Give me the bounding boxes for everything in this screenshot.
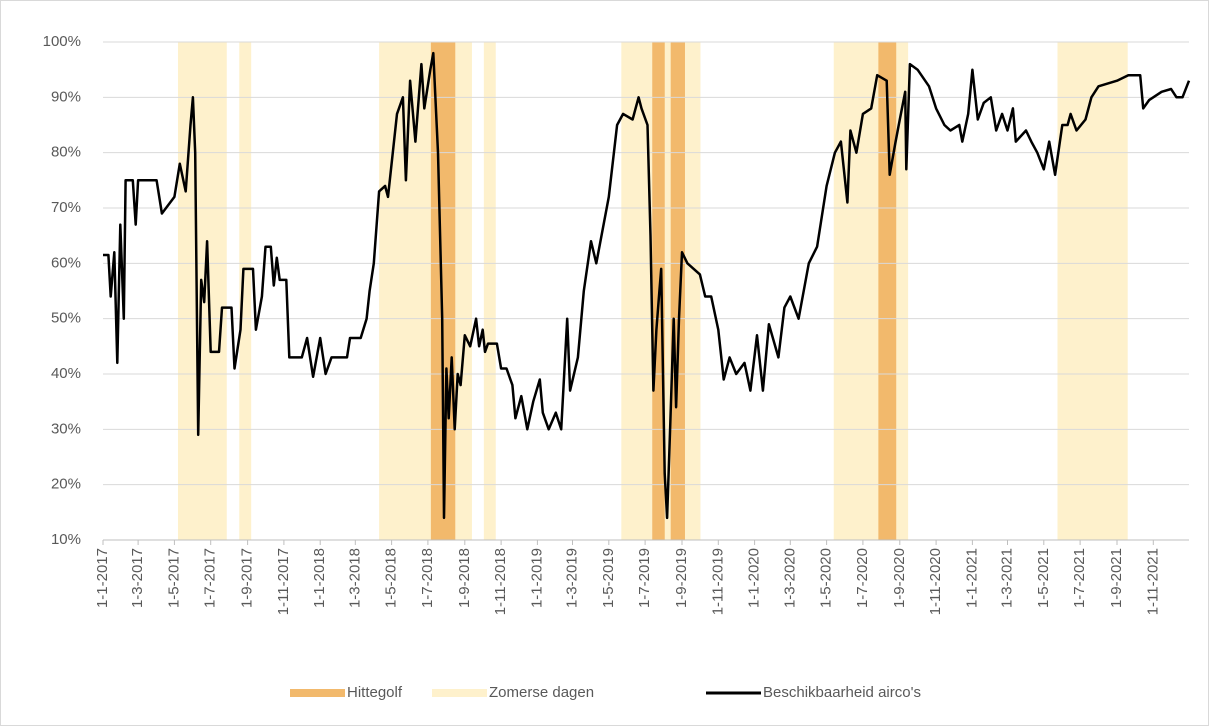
x-tick-label: 1-7-2020 (854, 548, 871, 608)
x-tick-label: 1-7-2019 (636, 548, 653, 608)
x-tick-label: 1-7-2017 (202, 548, 219, 608)
x-tick-label: 1-1-2020 (746, 548, 763, 608)
x-tick-label: 1-11-2020 (927, 548, 944, 615)
x-tick-label: 1-5-2019 (600, 548, 617, 608)
period-band (1057, 42, 1128, 540)
x-tick-label: 1-11-2017 (275, 548, 292, 615)
x-tick-label: 1-9-2021 (1108, 548, 1125, 608)
x-tick-label: 1-1-2019 (528, 548, 545, 608)
x-tick-label: 1-9-2019 (673, 548, 690, 608)
period-band (379, 42, 472, 540)
y-tick-label: 100% (43, 33, 81, 50)
x-tick-label: 1-1-2018 (311, 548, 328, 608)
period-band (833, 42, 909, 540)
x-tick-label: 1-11-2021 (1144, 548, 1161, 615)
data-line (103, 51, 1191, 520)
x-tick-label: 1-9-2018 (456, 548, 473, 608)
legend-label: Beschikbaarheid airco's (763, 684, 921, 701)
x-tick-label: 1-9-2020 (891, 548, 908, 608)
period-band (670, 42, 685, 540)
x-tick-label: 1-9-2017 (239, 548, 256, 608)
x-tick-label: 1-3-2018 (346, 548, 363, 608)
x-tick-label: 1-5-2021 (1035, 548, 1052, 608)
y-tick-label: 80% (51, 144, 81, 161)
y-tick-label: 90% (51, 88, 81, 105)
legend-label: Hittegolf (347, 684, 403, 701)
legend-swatch (432, 689, 487, 697)
y-tick-label: 30% (51, 420, 81, 437)
x-tick-label: 1-3-2020 (781, 548, 798, 608)
x-tick-label: 1-5-2017 (165, 548, 182, 608)
y-tick-label: 10% (51, 531, 81, 548)
legend-label: Zomerse dagen (489, 684, 594, 701)
x-tick-label: 1-7-2021 (1071, 548, 1088, 608)
y-tick-label: 60% (51, 254, 81, 271)
x-tick-label: 1-1-2021 (963, 548, 980, 608)
x-tick-label: 1-11-2018 (492, 548, 509, 615)
legend: Hittegolf Zomerse dagen Beschikbaarheid ai… (290, 684, 921, 701)
x-tick-label: 1-1-2017 (94, 548, 111, 608)
period-band (239, 42, 252, 540)
x-tick-label: 1-11-2019 (709, 548, 726, 615)
x-tick-label: 1-3-2021 (998, 548, 1015, 608)
x-tick-label: 1-5-2020 (818, 548, 835, 608)
legend-swatch (290, 689, 345, 697)
x-tick-label: 1-3-2017 (129, 548, 146, 608)
y-tick-label: 50% (51, 310, 81, 327)
x-tick-label: 1-5-2018 (383, 548, 400, 608)
y-tick-label: 40% (51, 365, 81, 382)
y-tick-label: 20% (51, 476, 81, 493)
y-tick-label: 70% (51, 199, 81, 216)
period-band (483, 42, 496, 540)
x-tick-label: 1-3-2019 (563, 548, 580, 608)
x-tick-label: 1-7-2018 (419, 548, 436, 608)
